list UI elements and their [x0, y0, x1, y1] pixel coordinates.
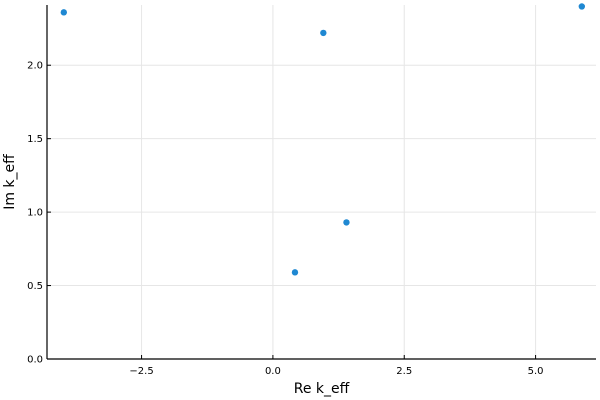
- x-tick-label: 2.5: [396, 366, 412, 377]
- data-point: [320, 29, 327, 37]
- y-tick-label: 0.5: [27, 281, 43, 292]
- y-tick-label: 2.0: [27, 61, 43, 72]
- x-axis-ticks: −2.5 0.0 2.5 5.0: [129, 355, 544, 377]
- data-point: [60, 9, 68, 16]
- y-tick-label: 1.5: [27, 134, 43, 145]
- data-points: [60, 3, 586, 276]
- data-point: [291, 269, 299, 276]
- y-axis-title: Im k_eff: [2, 154, 18, 210]
- x-axis-title: Re k_eff: [294, 381, 350, 397]
- data-point: [343, 219, 350, 226]
- grid-lines: [47, 5, 596, 360]
- x-tick-label: −2.5: [129, 366, 153, 377]
- y-tick-label: 0.0: [27, 355, 43, 366]
- y-axis-ticks: 0.0 0.5 1.0 1.5 2.0: [27, 61, 51, 366]
- x-tick-label: 5.0: [528, 366, 544, 377]
- axes: [46, 5, 596, 360]
- y-tick-label: 1.0: [27, 208, 43, 219]
- data-point: [578, 3, 586, 10]
- x-tick-label: 0.0: [265, 366, 281, 377]
